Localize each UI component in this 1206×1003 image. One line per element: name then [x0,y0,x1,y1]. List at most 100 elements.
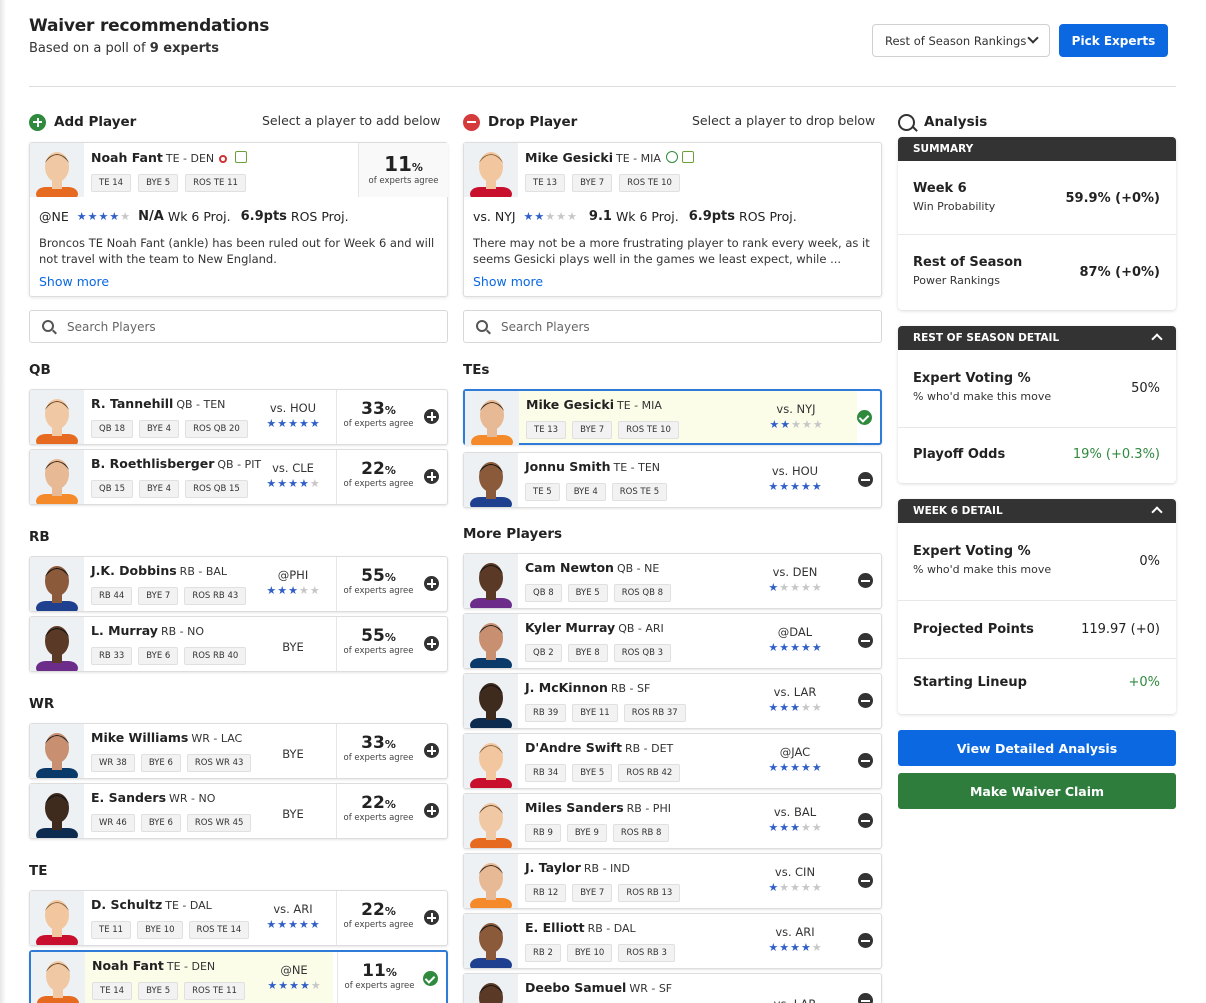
player-tag: RB 39 [525,704,567,722]
add-circle-icon[interactable] [424,803,439,818]
player-name: E. Sanders WR - NO [91,790,216,805]
add-circle-icon[interactable] [424,910,439,925]
player-row[interactable]: Mike Williams WR - LAC WR 38 BYE 6 ROS WR 43… [29,723,448,779]
star-icon: ★ [779,641,790,654]
star-icon: ★ [266,417,277,430]
player-row[interactable]: E. Elliott RB - DAL RB 2 BYE 10 ROS RB 3 vs. … [463,913,882,969]
ros-detail-header[interactable]: REST OF SEASON DETAIL [898,326,1176,350]
remove-circle-icon[interactable] [858,993,873,1003]
show-more-link[interactable]: Show more [473,274,544,289]
summary-header: SUMMARY [898,137,1176,161]
position-group-label: RB [29,529,50,545]
remove-circle-icon[interactable] [858,873,873,888]
check-circle-icon[interactable] [423,971,438,986]
star-icon: ★ [309,584,320,597]
player-tag: BYE 7 [572,884,613,902]
player-row[interactable]: B. Roethlisberger QB - PIT QB 15 BYE 4 ROS Q… [29,449,448,505]
player-tag: RB 12 [525,884,567,902]
add-circle-icon[interactable] [424,409,439,424]
player-tags: QB 2 BYE 8 ROS QB 3 [525,644,672,662]
star-icon: ★ [768,480,779,493]
matchup: BYE [282,747,304,761]
star-icon: ★ [98,210,109,223]
week-detail-header[interactable]: WEEK 6 DETAIL [898,499,1176,523]
player-row[interactable]: J. Taylor RB - IND RB 12 BYE 7 ROS RB 13 vs. … [463,853,882,909]
player-photo [464,453,518,507]
position-group-label: TE [29,863,48,879]
matchup-stars: ★ ★ ★ ★ ★ [754,702,836,713]
player-name: Mike Gesicki TE - MIA [526,397,662,412]
check-circle-icon[interactable] [857,410,872,425]
add-circle-icon[interactable] [424,743,439,758]
pick-experts-button[interactable]: Pick Experts [1059,24,1168,57]
player-row[interactable]: Jonnu Smith TE - TEN TE 5 BYE 4 ROS TE 5 vs. … [463,452,882,508]
make-waiver-claim-button[interactable]: Make Waiver Claim [898,773,1176,809]
remove-circle-icon[interactable] [858,813,873,828]
player-tag: BYE 6 [140,754,181,772]
player-tags: RB 9 BYE 9 ROS RB 8 [525,824,670,842]
player-row[interactable]: Kyler Murray QB - ARI QB 2 BYE 8 ROS QB 3 @DA… [463,613,882,669]
player-tag: BYE 7 [572,421,613,439]
star-icon: ★ [545,210,556,223]
player-row[interactable]: J.K. Dobbins RB - BAL RB 44 BYE 7 ROS RB 43 @… [29,556,448,612]
matchup: BYE [282,807,304,821]
player-row[interactable]: Cam Newton QB - NE QB 8 BYE 5 ROS QB 8 vs. DE… [463,553,882,609]
matchup: vs. LAR [754,997,836,1003]
remove-circle-icon[interactable] [858,573,873,588]
player-name: Mike Williams WR - LAC [91,730,243,745]
player-row[interactable]: E. Sanders WR - NO WR 46 BYE 6 ROS WR 45 BYE 2… [29,783,448,839]
ros-tag: ROS TE 11 [185,174,246,192]
player-row[interactable]: R. Tannehill QB - TEN QB 18 BYE 4 ROS QB 20 v… [29,389,448,445]
search-icon [476,320,488,332]
matchup: vs. HOU ★ ★ ★ ★ ★ [252,401,334,429]
player-note: There may not be a more frustrating play… [473,236,870,266]
remove-circle-icon[interactable] [858,753,873,768]
player-row[interactable]: D. Schultz TE - DAL TE 11 BYE 10 ROS TE 14 vs… [29,890,448,946]
drop-search-input[interactable]: Search Players [463,310,882,343]
player-photo [464,734,518,788]
player-tags: TE 5 BYE 4 ROS TE 5 [525,483,668,501]
add-circle-icon[interactable] [424,469,439,484]
search-icon [42,320,54,332]
player-tag: TE 13 [526,421,567,439]
detail-row: Starting Lineup +0% [913,675,1160,690]
player-tag: TE 5 [525,483,560,501]
player-photo [30,891,84,945]
player-tags: QB 8 BYE 5 ROS QB 8 [525,584,672,602]
player-tag: BYE 11 [572,704,618,722]
remove-circle-icon[interactable] [858,693,873,708]
add-search-input[interactable]: Search Players [29,310,448,343]
player-row[interactable]: D'Andre Swift RB - DET RB 34 BYE 5 ROS RB 42… [463,733,882,789]
player-row[interactable]: Mike Gesicki TE - MIA TE 13 BYE 7 ROS TE 10 v… [463,389,882,445]
projection-line: @NE ★ ★ ★ ★ ★ N/A Wk 6 Proj. 6.9pts ROS Proj. [39,209,349,224]
matchup: vs. CIN ★ ★ ★ ★ ★ [754,865,836,893]
rankings-select[interactable]: Rest of Season Rankings [872,24,1050,57]
show-more-link[interactable]: Show more [39,274,110,289]
add-circle-icon[interactable] [424,636,439,651]
player-photo [465,391,519,445]
detail-row: Projected Points 119.97 (+0) [898,601,1176,659]
add-circle-icon[interactable] [424,576,439,591]
player-row[interactable]: Miles Sanders RB - PHI RB 9 BYE 9 ROS RB 8 vs… [463,793,882,849]
page-subtitle: Based on a poll of 9 experts [29,41,219,56]
view-detailed-analysis-button[interactable]: View Detailed Analysis [898,730,1176,766]
player-row[interactable]: J. McKinnon RB - SF RB 39 BYE 11 ROS RB 37 vs… [463,673,882,729]
page-title: Waiver recommendations [29,16,270,36]
player-row[interactable]: L. Murray RB - NO RB 33 BYE 6 ROS RB 40 BYE 55… [29,616,448,672]
player-name: Mike Gesicki TE - MIA [525,150,694,165]
star-icon: ★ [768,581,779,594]
remove-circle-icon[interactable] [858,472,873,487]
player-tags: RB 2 BYE 10 ROS RB 3 [525,944,675,962]
drop-player-card: Mike Gesicki TE - MIA TE 13 BYE 7 ROS TE 10… [463,142,882,297]
player-row[interactable]: Noah Fant TE - DEN TE 14 BYE 5 ROS TE 11 @NE ★… [29,950,448,1003]
star-icon: ★ [267,979,278,992]
player-tag: ROS QB 8 [613,584,672,602]
remove-circle-icon[interactable] [858,933,873,948]
remove-circle-icon[interactable] [858,633,873,648]
player-tag: BYE 5 [572,764,613,782]
player-photo [464,614,518,668]
player-tag: TE 14 [92,982,133,1000]
player-tag: BYE 4 [139,480,180,498]
matchup: vs. ARI ★ ★ ★ ★ ★ [252,902,334,930]
